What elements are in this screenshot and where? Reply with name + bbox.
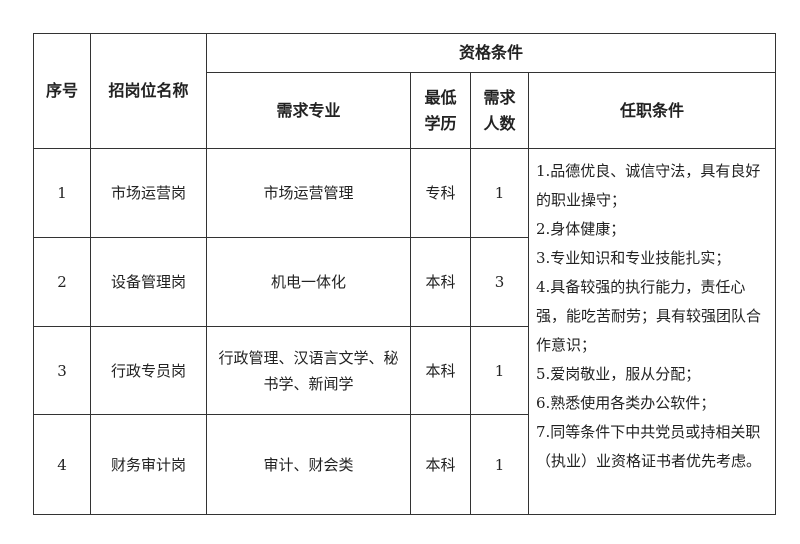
cell-education: 本科 bbox=[410, 237, 471, 327]
header-qualifications: 资格条件 bbox=[205, 33, 777, 73]
cell-no: 1 bbox=[33, 148, 91, 238]
cell-major: 审计、财会类 bbox=[206, 414, 411, 515]
table-row: 4 财务审计岗 审计、财会类 本科 1 bbox=[33, 414, 776, 515]
requirement-item: 1.品德优良、诚信守法，具有良好的职业操守； bbox=[536, 162, 761, 209]
requirement-item: 7.同等条件下中共党员或持相关职（执业）业资格证书者优先考虑。 bbox=[536, 423, 762, 470]
cell-count: 1 bbox=[470, 414, 529, 515]
requirement-item: 5.爱岗敬业，服从分配； bbox=[536, 365, 701, 383]
requirements-cell: 1.品德优良、诚信守法，具有良好的职业操守； 2.身体健康； 3.专业知识和专业… bbox=[527, 148, 777, 515]
requirement-item: 3.专业知识和专业技能扎实； bbox=[536, 249, 731, 267]
header-no: 序号 bbox=[33, 33, 91, 149]
table-row: 1 市场运营岗 市场运营管理 专科 1 1.品德优良、诚信守法，具有良好的职业操… bbox=[33, 148, 777, 515]
cell-count: 1 bbox=[470, 326, 529, 415]
cell-count: 1 bbox=[470, 148, 529, 238]
cell-major: 市场运营管理 bbox=[206, 148, 411, 238]
cell-no: 4 bbox=[33, 414, 91, 515]
header-major: 需求专业 bbox=[206, 72, 411, 149]
table-row: 2 设备管理岗 机电一体化 本科 3 bbox=[33, 237, 776, 327]
cell-education: 专科 bbox=[410, 148, 471, 238]
header-education: 最低学历 bbox=[410, 72, 471, 149]
cell-education: 本科 bbox=[410, 414, 471, 515]
recruitment-table: 序号 招岗位名称 资格条件 需求专业 最低学历 需求人数 任职条件 1 市场运营… bbox=[33, 33, 777, 515]
requirement-item: 2.身体健康； bbox=[536, 220, 626, 238]
cell-position: 行政专员岗 bbox=[90, 326, 207, 415]
cell-no: 2 bbox=[33, 237, 91, 327]
cell-count: 3 bbox=[470, 237, 529, 327]
requirement-item: 4.具备较强的执行能力，责任心强，能吃苦耐劳；具有较强团队合作意识； bbox=[536, 278, 762, 354]
cell-position: 财务审计岗 bbox=[90, 414, 207, 515]
header-count: 需求人数 bbox=[470, 72, 529, 149]
requirement-item: 6.熟悉使用各类办公软件； bbox=[536, 394, 716, 412]
header-position: 招岗位名称 bbox=[90, 33, 207, 149]
cell-position: 市场运营岗 bbox=[90, 148, 207, 238]
cell-position: 设备管理岗 bbox=[90, 237, 207, 327]
header-requirements: 任职条件 bbox=[527, 72, 777, 149]
cell-no: 3 bbox=[33, 326, 91, 415]
cell-major: 机电一体化 bbox=[206, 237, 411, 327]
cell-major: 行政管理、汉语言文学、秘书学、新闻学 bbox=[206, 326, 411, 415]
cell-education: 本科 bbox=[410, 326, 471, 415]
